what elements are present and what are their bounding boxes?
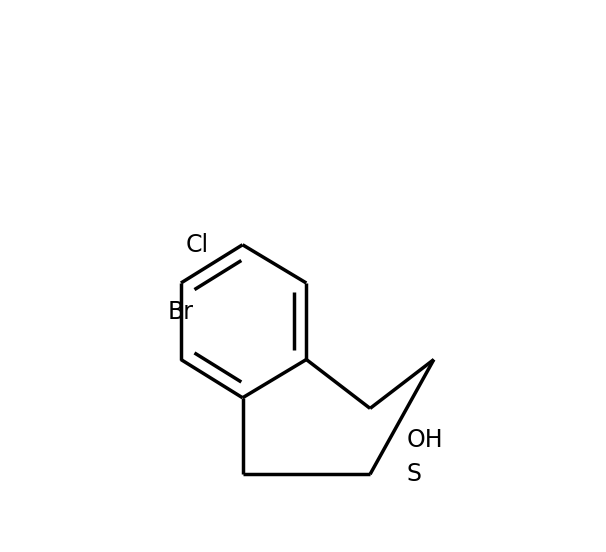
Text: S: S	[406, 462, 421, 486]
Text: Cl: Cl	[185, 233, 208, 257]
Text: Br: Br	[168, 300, 194, 324]
Text: OH: OH	[406, 428, 443, 452]
